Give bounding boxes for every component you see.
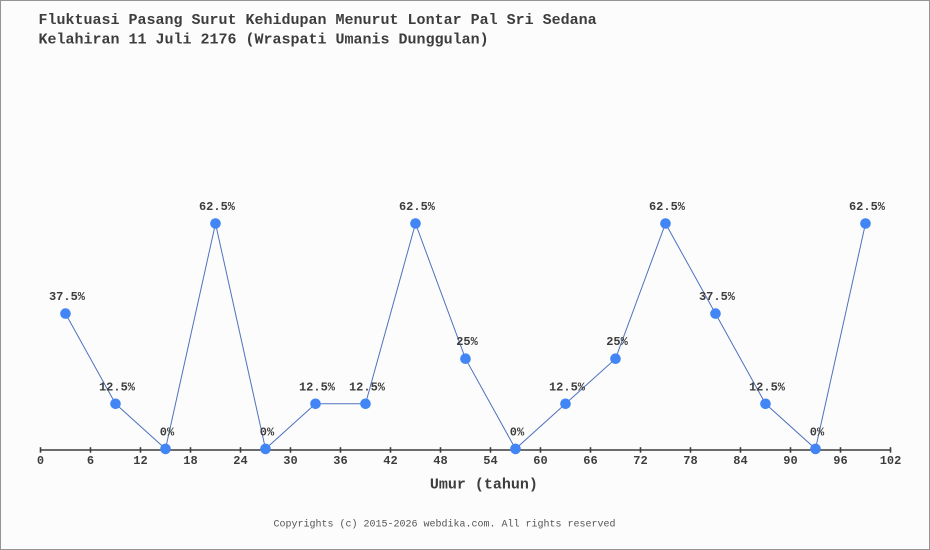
- svg-text:6: 6: [87, 454, 94, 468]
- svg-text:60: 60: [533, 454, 547, 468]
- svg-text:66: 66: [583, 454, 597, 468]
- svg-text:54: 54: [483, 454, 497, 468]
- svg-text:48: 48: [433, 454, 447, 468]
- svg-text:36: 36: [333, 454, 347, 468]
- svg-text:96: 96: [833, 454, 847, 468]
- svg-text:0%: 0%: [160, 425, 175, 439]
- svg-text:42: 42: [383, 454, 397, 468]
- svg-text:0: 0: [37, 454, 44, 468]
- svg-text:30: 30: [283, 454, 297, 468]
- svg-text:78: 78: [683, 454, 697, 468]
- svg-text:18: 18: [183, 454, 197, 468]
- svg-text:62.5%: 62.5%: [399, 200, 436, 214]
- svg-text:62.5%: 62.5%: [199, 200, 236, 214]
- svg-text:12.5%: 12.5%: [299, 380, 336, 394]
- svg-text:0%: 0%: [810, 425, 825, 439]
- svg-text:12.5%: 12.5%: [349, 380, 386, 394]
- svg-text:72: 72: [633, 454, 647, 468]
- svg-text:37.5%: 37.5%: [49, 290, 86, 304]
- svg-text:102: 102: [880, 454, 902, 468]
- svg-text:Copyrights (c) 2015-2026 webdi: Copyrights (c) 2015-2026 webdika.com. Al…: [274, 519, 616, 531]
- svg-text:84: 84: [733, 454, 747, 468]
- svg-text:62.5%: 62.5%: [649, 200, 686, 214]
- svg-text:62.5%: 62.5%: [849, 200, 886, 214]
- svg-text:0%: 0%: [260, 425, 275, 439]
- svg-text:12.5%: 12.5%: [99, 380, 136, 394]
- svg-text:Umur (tahun): Umur (tahun): [430, 477, 538, 494]
- svg-text:24: 24: [233, 454, 247, 468]
- svg-text:Fluktuasi Pasang Surut Kehidup: Fluktuasi Pasang Surut Kehidupan Menurut…: [39, 12, 597, 29]
- svg-text:25%: 25%: [456, 335, 478, 349]
- svg-text:Kelahiran 11 Juli 2176 (Wraspa: Kelahiran 11 Juli 2176 (Wraspati Umanis …: [39, 32, 489, 49]
- svg-text:25%: 25%: [606, 335, 628, 349]
- svg-text:12.5%: 12.5%: [549, 380, 586, 394]
- svg-text:37.5%: 37.5%: [699, 290, 736, 304]
- svg-text:12.5%: 12.5%: [749, 380, 786, 394]
- svg-text:12: 12: [133, 454, 147, 468]
- svg-text:90: 90: [783, 454, 797, 468]
- svg-text:0%: 0%: [510, 425, 525, 439]
